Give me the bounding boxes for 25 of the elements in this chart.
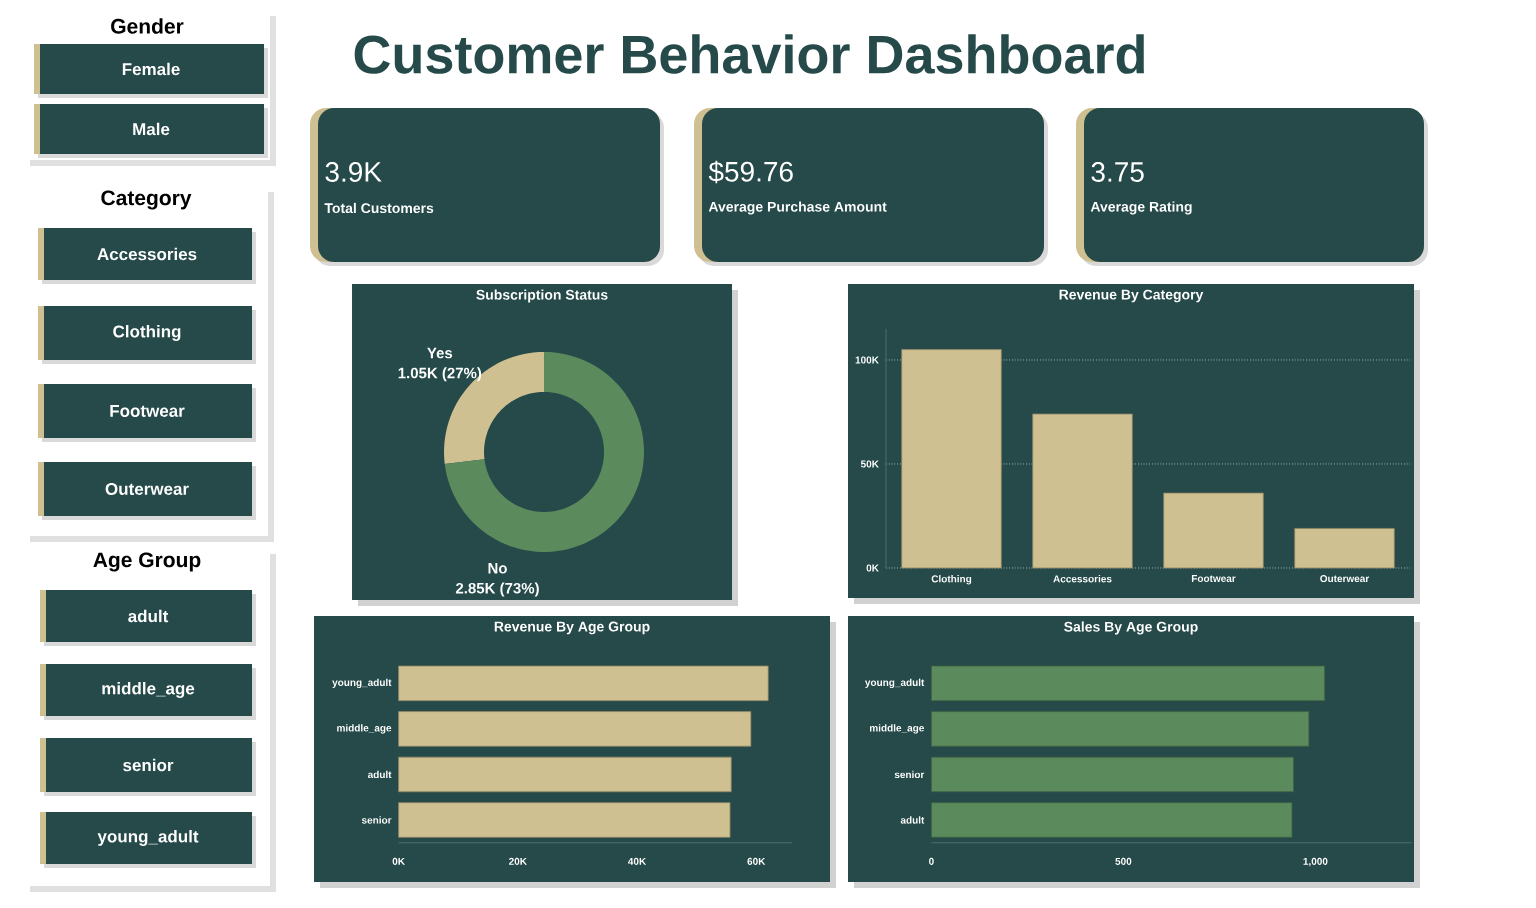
bar bbox=[398, 756, 732, 793]
text: Clothing bbox=[113, 325, 181, 341]
text: Outerwear bbox=[105, 482, 189, 495]
text: 3.75 bbox=[1091, 162, 1144, 182]
bar bbox=[398, 665, 769, 702]
text: young_adult bbox=[97, 830, 199, 846]
text: Gender bbox=[111, 18, 184, 34]
text: middle_age bbox=[102, 682, 195, 698]
text: adult bbox=[128, 609, 169, 623]
text: Male bbox=[133, 122, 170, 136]
text: Footwear bbox=[110, 405, 185, 417]
text: Customer Behavior Dashboard bbox=[354, 34, 1144, 74]
text: $59.76 bbox=[708, 160, 793, 184]
bar bbox=[1163, 492, 1264, 569]
text: Female bbox=[122, 62, 180, 76]
text: Category bbox=[101, 190, 192, 210]
text: senior bbox=[123, 758, 174, 772]
bar bbox=[1294, 528, 1395, 569]
text: Age Group bbox=[93, 552, 201, 572]
text: 3.9K bbox=[325, 162, 382, 182]
bar bbox=[901, 349, 1002, 569]
text: Accessories bbox=[97, 247, 197, 261]
bar bbox=[1032, 413, 1133, 569]
bar bbox=[398, 711, 752, 747]
bar bbox=[398, 802, 731, 838]
